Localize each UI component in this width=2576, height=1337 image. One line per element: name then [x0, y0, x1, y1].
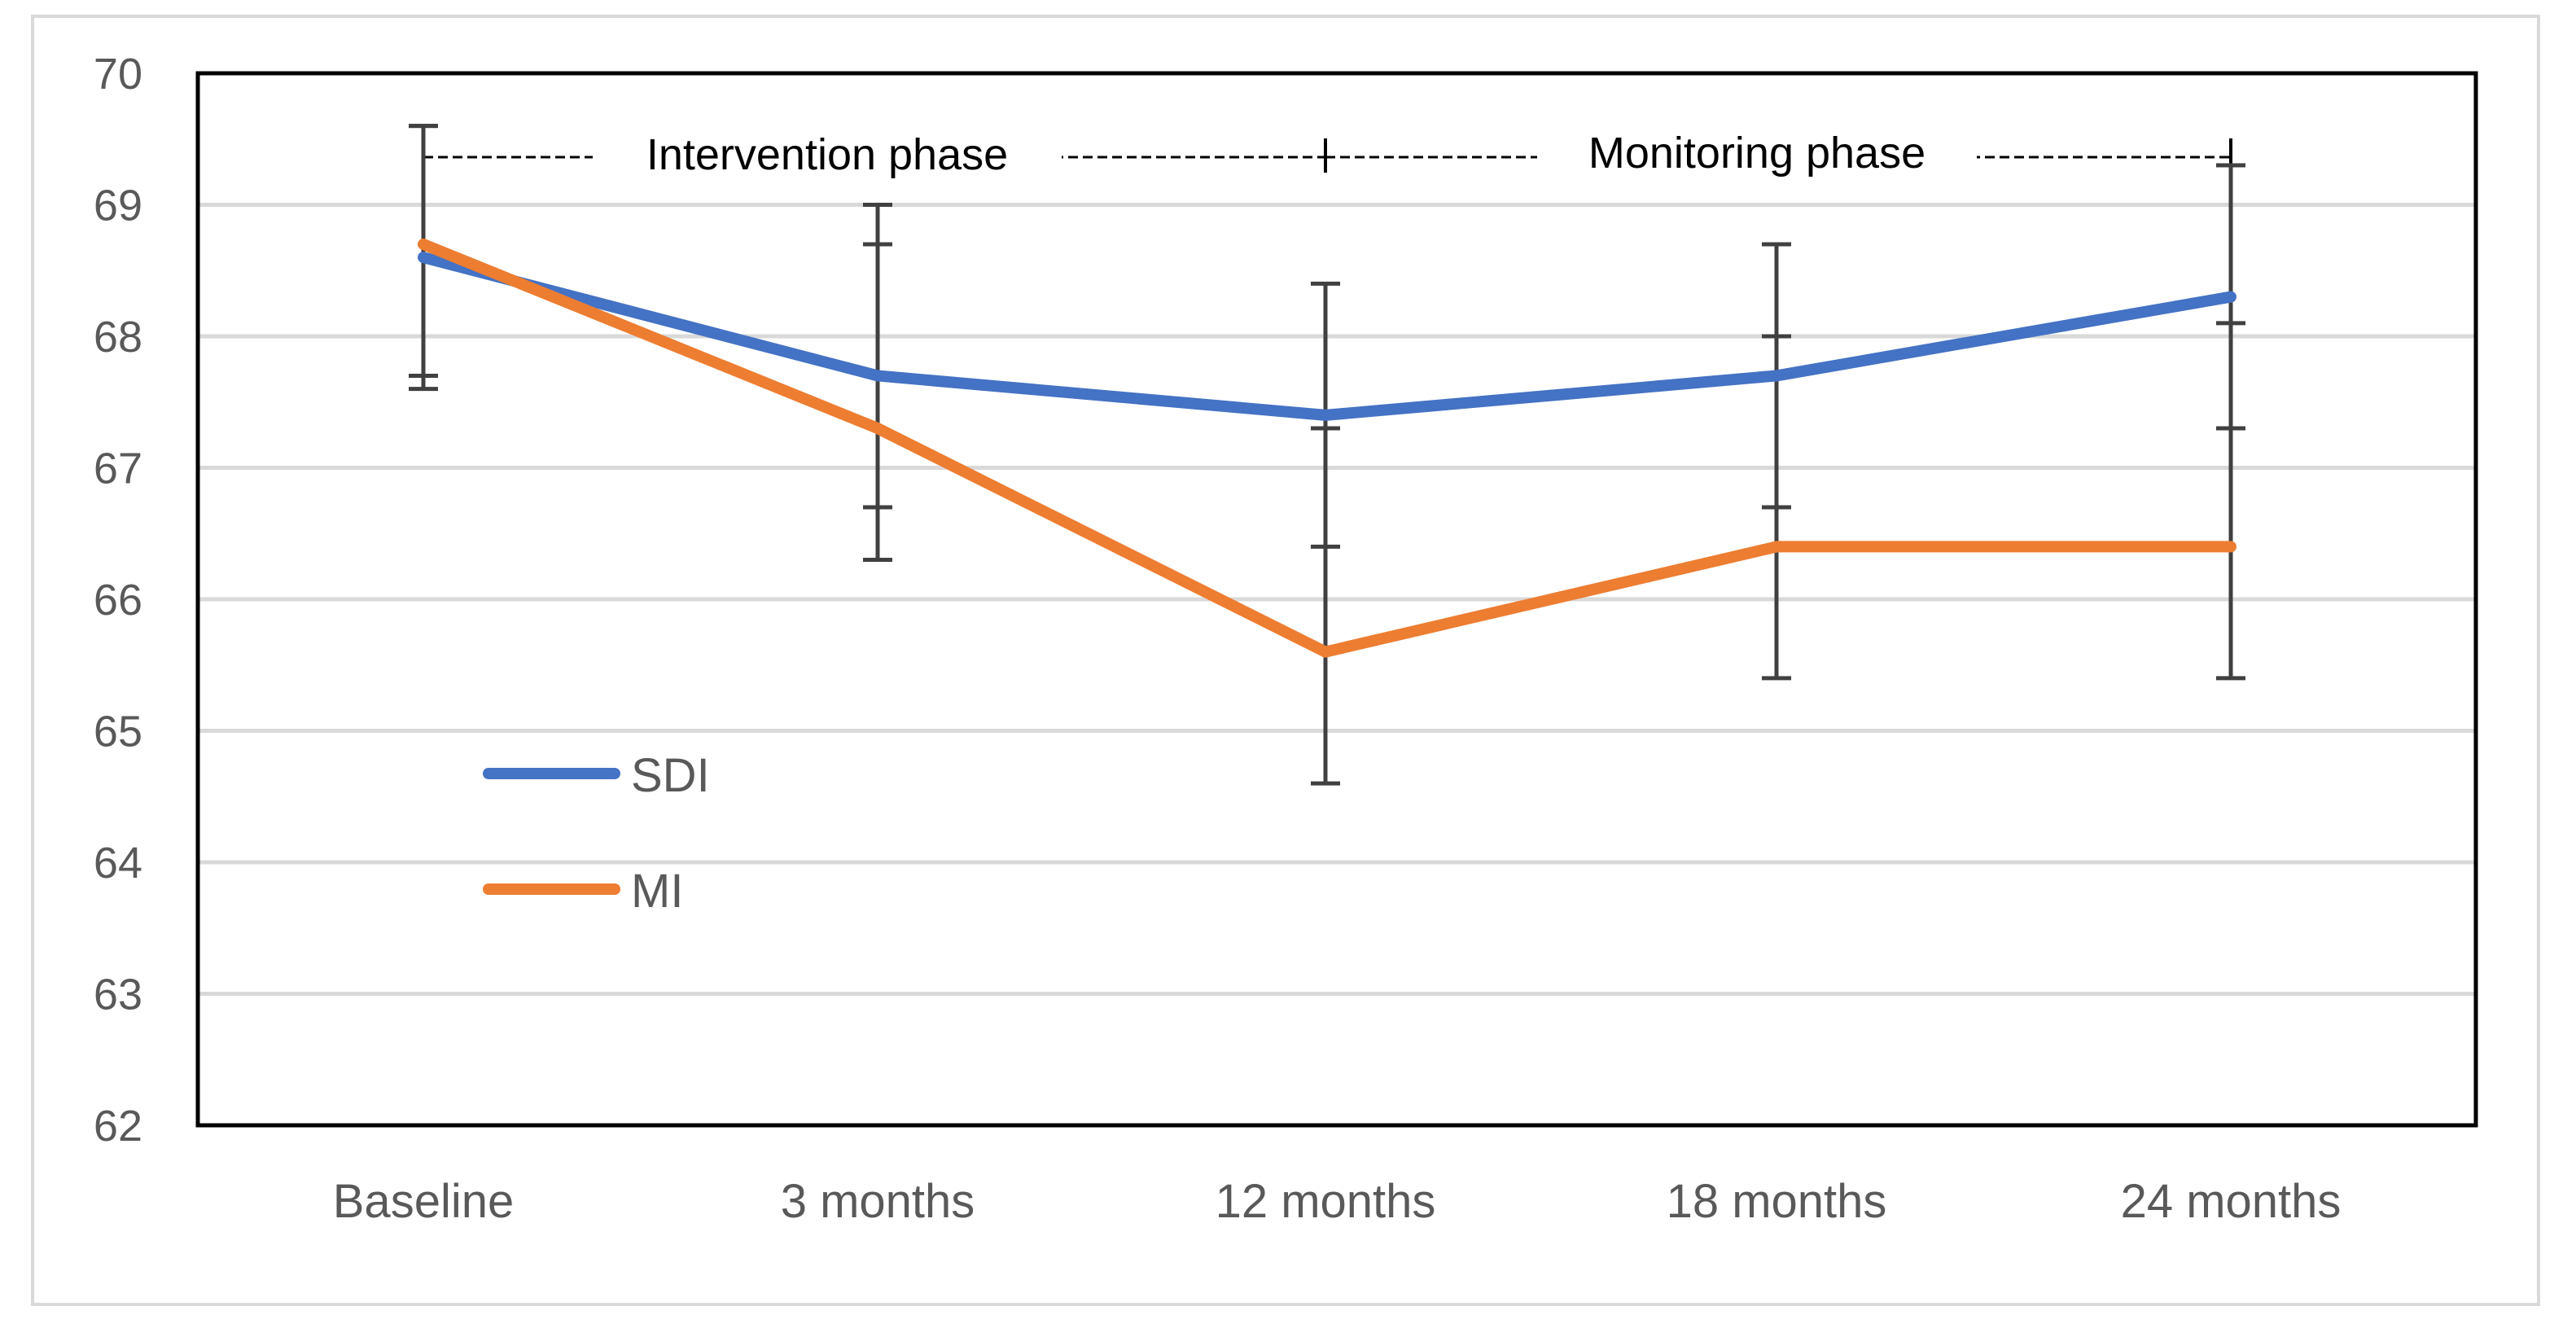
x-tick-label: 3 months — [781, 1175, 975, 1228]
error-bars — [409, 124, 2245, 786]
data-point-sdi — [1773, 372, 1780, 379]
chart-frame — [31, 15, 2540, 1306]
y-tick-label: 65 — [94, 708, 142, 756]
plot-area-border — [195, 71, 2478, 1128]
monitoring-phase-label: Monitoring phase — [1588, 129, 1925, 178]
data-point-sdi — [1322, 411, 1329, 419]
y-tick-label: 64 — [94, 839, 142, 888]
legend-label-mi: MI — [631, 865, 683, 918]
y-axis-ticks: 62 63 64 65 66 67 68 69 70 — [94, 50, 142, 1151]
data-point-sdi — [2228, 293, 2234, 300]
y-tick-label: 67 — [94, 445, 142, 493]
x-tick-label: 24 months — [2121, 1175, 2342, 1228]
legend-label-sdi: SDI — [631, 749, 710, 802]
x-tick-label: 12 months — [1216, 1175, 1436, 1228]
data-point-mi — [420, 240, 427, 248]
x-axis-ticks: Baseline 3 months 12 months 18 months 24 mon… — [333, 1175, 2342, 1228]
phase-annotations: Intervention phase Monitoring phase — [422, 129, 2232, 181]
data-point-mi — [1322, 648, 1329, 655]
data-point-sdi — [420, 254, 427, 261]
data-point-mi — [1773, 543, 1780, 550]
legend: SDI MI — [483, 749, 710, 918]
x-tick-label: 18 months — [1667, 1175, 1887, 1228]
y-tick-label: 69 — [94, 182, 142, 230]
intervention-phase-label: Intervention phase — [646, 130, 1008, 179]
intervention-label-bg — [593, 130, 1062, 181]
grid-lines — [198, 203, 2476, 996]
y-tick-label: 68 — [94, 313, 142, 362]
y-tick-label: 62 — [94, 1102, 142, 1151]
data-point-mi — [874, 425, 881, 432]
x-tick-label: Baseline — [333, 1175, 514, 1228]
data-point-mi — [2228, 543, 2234, 550]
monitoring-label-bg — [1537, 130, 1977, 181]
series-lines — [418, 238, 2236, 658]
y-tick-label: 70 — [94, 50, 142, 99]
y-tick-label: 63 — [94, 971, 142, 1019]
data-point-sdi — [874, 372, 881, 379]
y-tick-label: 66 — [94, 576, 142, 625]
